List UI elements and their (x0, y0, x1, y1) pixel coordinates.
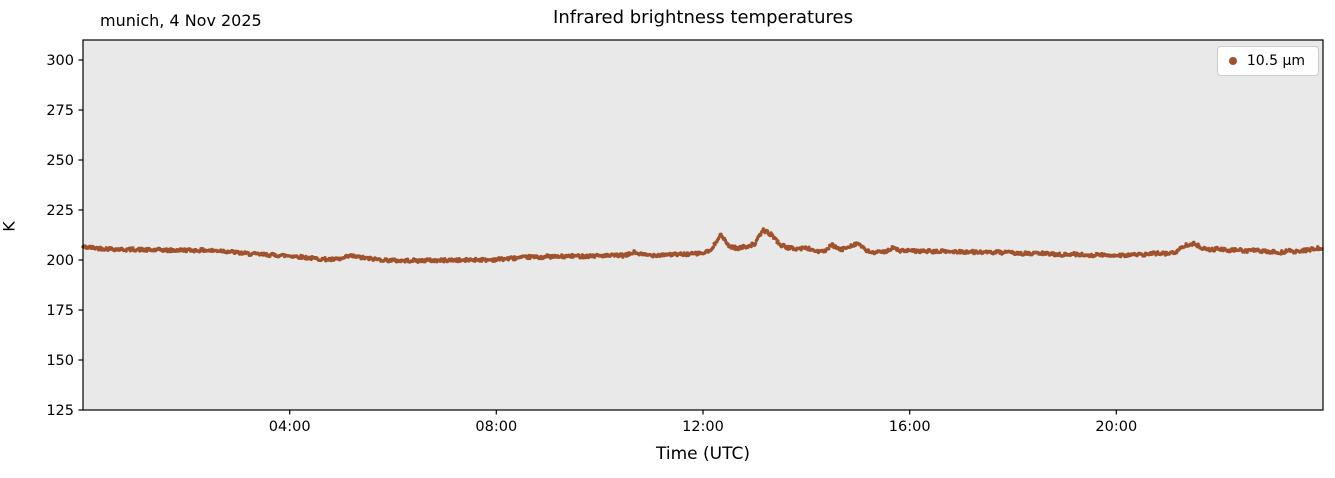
x-tick-labels: 04:00 08:00 12:00 16:00 20:00 (269, 419, 1137, 435)
svg-text:04:00: 04:00 (269, 419, 311, 435)
svg-text:225: 225 (46, 203, 74, 219)
plot-background (83, 40, 1323, 410)
data-series (81, 227, 1324, 264)
plot-title: Infrared brightness temperatures (553, 7, 853, 28)
plot-annotation: munich, 4 Nov 2025 (100, 11, 262, 30)
svg-text:200: 200 (46, 253, 74, 269)
svg-text:150: 150 (46, 353, 74, 369)
svg-text:175: 175 (46, 303, 74, 319)
svg-text:275: 275 (46, 103, 74, 119)
svg-text:20:00: 20:00 (1095, 419, 1137, 435)
legend-marker-icon (1228, 57, 1237, 65)
svg-text:12:00: 12:00 (682, 419, 724, 435)
x-axis-label: Time (UTC) (656, 444, 750, 464)
y-tick-labels: 125 150 175 200 225 250 275 300 (46, 53, 74, 419)
x-tick-marks (289, 410, 1117, 415)
svg-text:08:00: 08:00 (475, 419, 517, 435)
legend-label: 10.5 µm (1246, 53, 1305, 69)
svg-text:250: 250 (46, 153, 74, 169)
legend: 10.5 µm (1216, 46, 1319, 76)
svg-text:300: 300 (46, 53, 74, 69)
y-tick-marks (78, 59, 83, 411)
svg-text:125: 125 (46, 403, 74, 419)
y-axis-label: K (0, 221, 19, 232)
svg-text:16:00: 16:00 (889, 419, 931, 435)
